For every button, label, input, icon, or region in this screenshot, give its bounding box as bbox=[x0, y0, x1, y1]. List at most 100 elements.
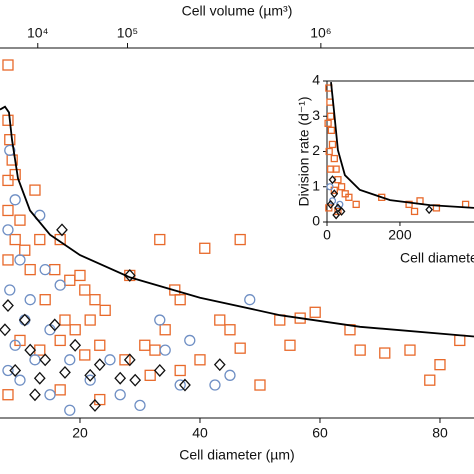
square-point bbox=[139, 339, 151, 351]
circle-point bbox=[14, 374, 26, 386]
square-point bbox=[144, 369, 156, 381]
square-point bbox=[2, 59, 14, 71]
diamond-point bbox=[59, 365, 71, 379]
square-point bbox=[69, 324, 81, 336]
square-point bbox=[9, 168, 21, 181]
circle-point bbox=[224, 369, 236, 381]
diamond-point bbox=[330, 189, 339, 199]
square-point bbox=[84, 314, 96, 326]
square-point bbox=[94, 393, 106, 406]
square-point bbox=[424, 374, 436, 386]
diamond-point bbox=[24, 343, 37, 357]
square-point bbox=[34, 233, 46, 246]
circle-point bbox=[154, 314, 166, 326]
diamond-point bbox=[9, 364, 22, 377]
x2-tick-label: 10⁶ bbox=[310, 25, 331, 41]
square-point bbox=[54, 384, 66, 396]
circle-point bbox=[14, 254, 26, 266]
square-point bbox=[39, 294, 51, 306]
square-point bbox=[99, 304, 111, 317]
square-point bbox=[89, 294, 101, 306]
square-point bbox=[234, 342, 246, 354]
diamond-point bbox=[425, 205, 433, 215]
inset-x-tick-label: 0 bbox=[323, 227, 331, 243]
circle-point bbox=[29, 354, 41, 366]
inset-y-tick-label: 3 bbox=[312, 107, 320, 123]
circle-point bbox=[54, 279, 66, 291]
circle-point bbox=[104, 354, 116, 366]
circle-point bbox=[244, 294, 256, 306]
square-point bbox=[410, 207, 419, 216]
square-point bbox=[352, 200, 360, 209]
circle-point bbox=[19, 314, 31, 326]
square-point bbox=[224, 324, 236, 336]
square-point bbox=[405, 200, 413, 209]
square-point bbox=[324, 119, 332, 127]
diamond-point bbox=[0, 323, 11, 337]
square-point bbox=[59, 314, 71, 326]
diamond-point bbox=[56, 223, 68, 237]
square-point bbox=[214, 314, 226, 326]
diamond-point bbox=[326, 199, 335, 209]
diamond-point bbox=[89, 398, 101, 412]
diamond-point bbox=[337, 206, 346, 216]
fit-curve bbox=[330, 82, 474, 209]
square-point bbox=[234, 233, 246, 246]
square-point bbox=[54, 233, 66, 246]
circle-point bbox=[159, 344, 171, 356]
square-point bbox=[325, 147, 333, 156]
square-point bbox=[337, 183, 346, 191]
circle-point bbox=[39, 263, 51, 276]
square-point bbox=[2, 389, 14, 401]
square-point bbox=[404, 344, 416, 356]
x2-tick-label: 10⁴ bbox=[27, 25, 49, 41]
inset: 0 1 2 3 4 0 200 Division rate (d⁻¹) Cell diamete… bbox=[287, 72, 474, 266]
diamond-point bbox=[213, 358, 226, 372]
square-point bbox=[4, 134, 16, 146]
square-point bbox=[154, 233, 166, 246]
diamond-point bbox=[179, 378, 191, 392]
square-point bbox=[378, 193, 386, 201]
square-point bbox=[54, 334, 66, 347]
square-point bbox=[330, 186, 338, 194]
circle-point bbox=[209, 379, 221, 391]
fit-curve bbox=[0, 105, 474, 338]
circle-point bbox=[64, 354, 76, 366]
circle-point bbox=[326, 183, 334, 191]
diamond-point bbox=[84, 368, 97, 382]
diamond-point bbox=[48, 318, 61, 332]
square-point bbox=[174, 294, 186, 306]
square-point bbox=[149, 344, 161, 356]
square-point bbox=[79, 284, 91, 296]
diamond-point bbox=[123, 353, 136, 367]
square-point bbox=[14, 214, 26, 226]
square-point bbox=[24, 263, 36, 276]
circle-point bbox=[84, 374, 96, 386]
square-point bbox=[19, 244, 31, 256]
square-point bbox=[284, 339, 296, 351]
square-point bbox=[199, 242, 211, 254]
square-point bbox=[2, 254, 14, 266]
square-point bbox=[330, 154, 338, 163]
x2-tick-label: 10⁵ bbox=[117, 25, 138, 41]
square-point bbox=[9, 233, 21, 246]
circle-point bbox=[184, 334, 196, 347]
square-point bbox=[119, 354, 131, 366]
square-point bbox=[354, 344, 366, 356]
circle-point bbox=[9, 194, 21, 206]
diamond-point bbox=[153, 364, 166, 377]
diamond-point bbox=[129, 373, 142, 387]
square-point bbox=[326, 165, 335, 173]
x-axis-title: Cell diameter (µm) bbox=[179, 447, 294, 463]
square-point bbox=[454, 334, 466, 347]
diamond-point bbox=[33, 371, 46, 385]
square-point bbox=[174, 364, 186, 377]
circle-point bbox=[9, 339, 21, 351]
square-point bbox=[345, 193, 353, 201]
diamond-point bbox=[39, 353, 52, 367]
square-point bbox=[194, 354, 206, 366]
inset-y-axis-title: Division rate (d⁻¹) bbox=[296, 96, 312, 206]
inset-y-tick-label: 1 bbox=[312, 177, 320, 193]
circle-point bbox=[4, 284, 16, 296]
